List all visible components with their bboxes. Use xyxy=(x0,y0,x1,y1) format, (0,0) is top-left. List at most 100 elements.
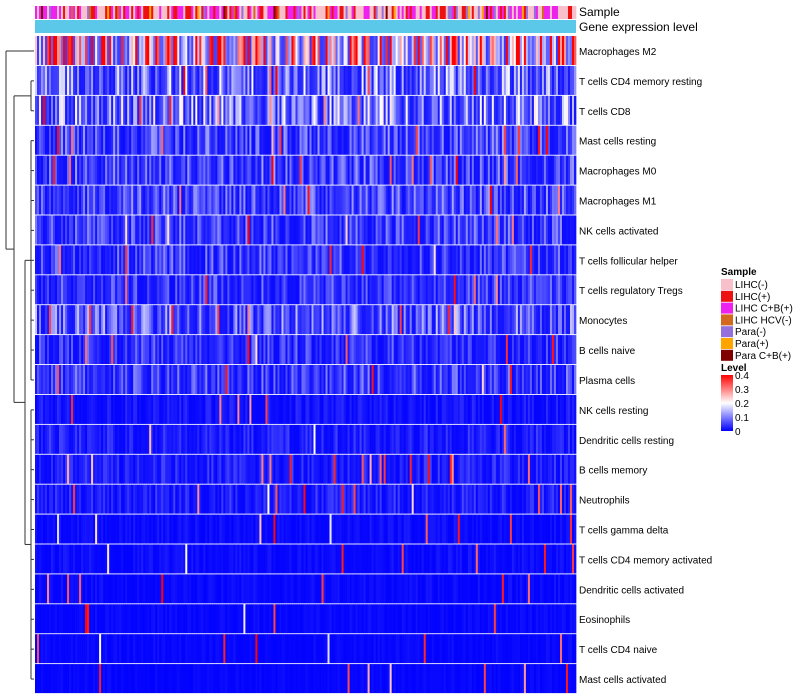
heatmap-cell xyxy=(293,365,296,395)
heatmap-cell xyxy=(301,185,304,215)
heatmap-cell xyxy=(113,365,116,395)
heatmap-cell xyxy=(511,36,515,66)
heatmap-cell xyxy=(485,95,489,125)
heatmap-cell xyxy=(529,185,533,215)
heatmap-cell xyxy=(83,544,86,574)
heatmap-cell xyxy=(231,215,234,245)
heatmap-cell xyxy=(253,65,256,95)
heatmap-cell xyxy=(493,185,497,215)
heatmap-cell xyxy=(363,394,366,424)
heatmap-cell xyxy=(475,365,479,395)
heatmap-cell xyxy=(411,185,415,215)
heatmap-cell xyxy=(87,125,90,155)
heatmap-cell xyxy=(177,215,180,245)
heatmap-cell xyxy=(485,484,489,514)
heatmap-cell xyxy=(327,215,330,245)
sample-annotation-cell xyxy=(297,6,300,19)
heatmap-cell xyxy=(445,335,449,365)
heatmap-cell xyxy=(501,65,505,95)
heatmap-cell xyxy=(559,514,563,544)
heatmap-cell xyxy=(551,155,555,185)
heatmap-cell xyxy=(135,454,138,484)
heatmap-cell xyxy=(343,36,346,66)
heatmap-cell xyxy=(435,215,439,245)
heatmap-cell xyxy=(341,424,344,454)
heatmap-cell xyxy=(41,365,44,395)
heatmap-cell xyxy=(574,125,577,155)
heatmap-cell xyxy=(339,65,342,95)
heatmap-cell xyxy=(523,454,527,484)
heatmap-cell xyxy=(497,95,501,125)
heatmap-cell xyxy=(165,454,168,484)
heatmap-cell xyxy=(125,125,128,155)
heatmap-cell xyxy=(385,185,388,215)
heatmap-cell xyxy=(459,484,463,514)
heatmap-cell xyxy=(293,215,296,245)
heatmap-cell xyxy=(271,95,274,125)
heatmap-cell xyxy=(545,245,549,275)
heatmap-cell xyxy=(549,245,553,275)
heatmap-cell xyxy=(197,514,200,544)
heatmap-cell xyxy=(513,185,517,215)
heatmap-cell xyxy=(477,514,481,544)
heatmap-cell xyxy=(201,125,204,155)
sample-annotation-cell xyxy=(333,6,336,19)
heatmap-cell xyxy=(223,215,226,245)
heatmap-cell xyxy=(137,155,140,185)
heatmap-cell xyxy=(135,215,138,245)
heatmap-cell xyxy=(65,365,68,395)
sample-annotation-cell xyxy=(41,6,44,19)
heatmap-cell xyxy=(59,155,62,185)
heatmap-cell xyxy=(317,275,320,305)
heatmap-cell xyxy=(407,185,411,215)
heatmap-cell xyxy=(495,95,499,125)
heatmap-cell xyxy=(349,484,352,514)
heatmap-cell xyxy=(495,275,499,305)
heatmap-cell xyxy=(127,484,130,514)
heatmap-cell xyxy=(49,155,52,185)
heatmap-cell xyxy=(455,394,459,424)
heatmap-cell xyxy=(217,335,220,365)
heatmap-cell xyxy=(207,365,210,395)
heatmap-cell xyxy=(507,185,511,215)
heatmap-cell xyxy=(293,185,296,215)
heatmap-cell xyxy=(319,365,322,395)
heatmap-cell xyxy=(405,275,409,305)
heatmap-cell xyxy=(159,335,162,365)
heatmap-cell xyxy=(55,275,58,305)
heatmap-cell xyxy=(375,514,378,544)
sample-annotation-cell xyxy=(53,6,56,19)
heatmap-cell xyxy=(397,95,401,125)
heatmap-cell xyxy=(443,65,447,95)
sample-annotation-cell xyxy=(511,6,515,19)
heatmap-cell xyxy=(419,245,423,275)
heatmap-cell xyxy=(157,275,160,305)
heatmap-cell xyxy=(191,245,194,275)
sample-annotation-cell xyxy=(345,6,348,19)
heatmap-cell xyxy=(227,36,230,66)
heatmap-cell xyxy=(219,36,222,66)
heatmap-cell xyxy=(243,275,246,305)
heatmap-cell xyxy=(545,424,549,454)
heatmap-cell xyxy=(361,95,364,125)
heatmap-cell xyxy=(405,484,409,514)
heatmap-cell xyxy=(483,514,487,544)
heatmap-cell xyxy=(37,335,40,365)
heatmap-cell xyxy=(447,365,451,395)
heatmap-cell xyxy=(161,65,164,95)
heatmap-cell xyxy=(171,155,174,185)
heatmap-cell xyxy=(99,305,102,335)
heatmap-cell xyxy=(341,305,344,335)
heatmap-cell xyxy=(333,424,336,454)
heatmap-cell xyxy=(569,454,573,484)
heatmap-cell xyxy=(199,365,202,395)
heatmap-cell xyxy=(429,155,433,185)
heatmap-cell xyxy=(199,484,202,514)
heatmap-cell xyxy=(507,484,511,514)
heatmap-cell xyxy=(85,65,88,95)
heatmap-cell xyxy=(409,155,413,185)
heatmap-cell xyxy=(111,394,114,424)
heatmap-cell xyxy=(263,305,266,335)
heatmap-cell xyxy=(257,544,260,574)
heatmap-cell xyxy=(501,36,505,66)
